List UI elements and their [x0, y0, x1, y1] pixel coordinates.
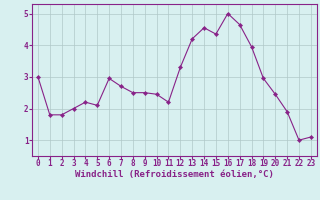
X-axis label: Windchill (Refroidissement éolien,°C): Windchill (Refroidissement éolien,°C) — [75, 170, 274, 179]
